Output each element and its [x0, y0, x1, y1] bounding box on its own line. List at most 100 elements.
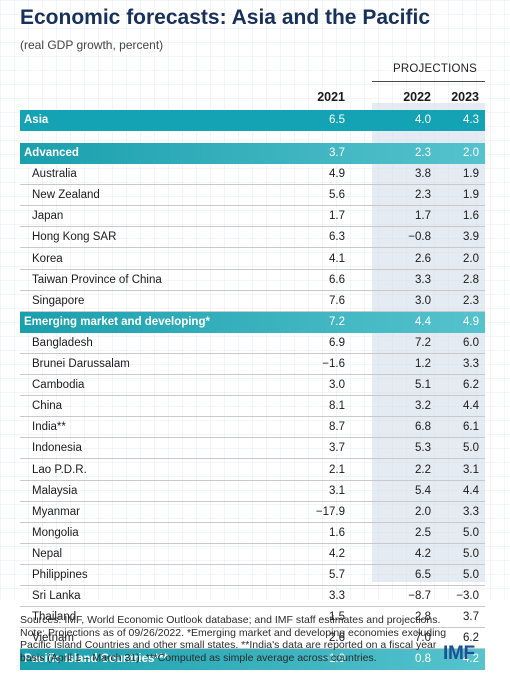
- footnote: Sources: IMF, World Economic Outlook dat…: [20, 614, 450, 664]
- value-2022: 1.7: [415, 210, 431, 223]
- row-label: Nepal: [32, 547, 63, 560]
- value-2022: 3.2: [415, 400, 431, 413]
- value-2023: 2.0: [463, 147, 479, 159]
- value-2022: 0.8: [415, 653, 431, 666]
- table-row-thailand: Thailand 1.5 2.8 3.7: [20, 607, 485, 629]
- table-group-row-pacific-island-countries: Pacific Island Countries*** −1.9 0.8 4.2: [20, 649, 485, 671]
- value-2021: 8.1: [329, 400, 345, 413]
- value-2022: 3.8: [415, 168, 431, 181]
- chart-title: Economic forecasts: Asia and the Pacific: [20, 6, 431, 29]
- value-2022: 2.6: [415, 252, 431, 265]
- row-label: Philippines: [32, 569, 88, 581]
- value-2023: 4.3: [463, 114, 479, 126]
- value-2023: 4.4: [463, 400, 479, 413]
- table-row-india: India** 8.7 6.8 6.1: [20, 417, 485, 439]
- value-2023: 3.3: [463, 358, 479, 370]
- value-2022: 1.2: [415, 358, 431, 370]
- value-2021: 4.9: [329, 168, 345, 181]
- table-group-row-advanced: Advanced 3.7 2.3 2.0: [20, 143, 485, 164]
- value-2022: 7.0: [415, 632, 431, 645]
- row-label: India**: [32, 421, 66, 434]
- table-group-row-emerging-market-and-developing: Emerging market and developing* 7.2 4.4 4.9: [20, 311, 485, 333]
- table-row-lao-p-d-r: Lao P.D.R. 2.1 2.2 3.1: [20, 460, 485, 481]
- row-label: Asia: [24, 114, 49, 126]
- value-2021: 3.1: [329, 484, 345, 497]
- value-2023: 4.9: [463, 315, 479, 328]
- table-row-myanmar: Myanmar −17.9 2.0 3.3: [20, 502, 485, 523]
- value-2021: −1.6: [322, 358, 345, 370]
- value-2023: 5.0: [463, 547, 479, 560]
- value-2022: −0.8: [408, 231, 431, 244]
- value-2022: 6.8: [415, 421, 431, 434]
- value-2023: 4.2: [463, 653, 479, 666]
- row-label: Cambodia: [32, 379, 85, 392]
- row-label: Emerging market and developing*: [24, 315, 210, 328]
- value-2023: 2.3: [463, 294, 479, 307]
- value-2021: 2.6: [329, 632, 345, 645]
- row-label: Indonesia: [32, 442, 82, 455]
- value-2021: 3.0: [329, 379, 345, 392]
- row-label: Vietnam: [32, 632, 74, 645]
- value-2022: −8.7: [408, 590, 431, 603]
- row-label: Malaysia: [32, 484, 78, 497]
- row-label: Pacific Island Countries***: [24, 653, 168, 666]
- value-2021: 6.6: [329, 273, 345, 286]
- table-row-china: China 8.1 3.2 4.4: [20, 396, 485, 418]
- table-row-bangladesh: Bangladesh 6.9 7.2 6.0: [20, 333, 485, 354]
- row-label: Brunei Darussalam: [32, 358, 130, 370]
- value-2021: 3.7: [329, 147, 345, 159]
- value-2023: 3.9: [463, 231, 479, 244]
- table-row-brunei-darussalam: Brunei Darussalam −1.6 1.2 3.3: [20, 354, 485, 375]
- value-2023: 1.9: [463, 168, 479, 181]
- value-2023: 3.7: [463, 611, 479, 624]
- projections-rule: [372, 81, 485, 82]
- row-label: Korea: [32, 252, 63, 265]
- table-row-sri-lanka: Sri Lanka 3.3 −8.7 −3.0: [20, 586, 485, 608]
- value-2021: −17.9: [315, 505, 345, 518]
- chart-subtitle: (real GDP growth, percent): [20, 38, 164, 52]
- value-2022: 2.3: [415, 147, 431, 159]
- value-2022: 2.3: [415, 189, 431, 202]
- table-row-mongolia: Mongolia 1.6 2.5 5.0: [20, 523, 485, 544]
- table-row-nepal: Nepal 4.2 4.2 5.0: [20, 544, 485, 565]
- value-2021: 5.6: [329, 189, 345, 202]
- value-2022: 2.5: [415, 526, 431, 539]
- value-2021: 8.7: [329, 421, 345, 434]
- row-label: Taiwan Province of China: [32, 273, 162, 286]
- value-2021: 1.5: [329, 611, 345, 624]
- column-header-2023: 2023: [451, 90, 479, 104]
- value-2022: 6.5: [415, 569, 431, 581]
- value-2023: 3.3: [463, 505, 479, 518]
- imf-logo: IMF: [443, 643, 475, 664]
- value-2022: 3.0: [415, 294, 431, 307]
- value-2021: 4.1: [329, 252, 345, 265]
- column-header-2022: 2022: [403, 90, 431, 104]
- table-row-korea: Korea 4.1 2.6 2.0: [20, 249, 485, 270]
- value-2021: 3.3: [329, 590, 345, 603]
- value-2021: 2.1: [329, 463, 345, 476]
- value-2023: 2.0: [463, 252, 479, 265]
- value-2021: 1.7: [329, 210, 345, 223]
- value-2023: 3.1: [463, 463, 479, 476]
- row-label: New Zealand: [32, 189, 100, 202]
- value-2023: 5.0: [463, 569, 479, 581]
- value-2022: 4.4: [415, 315, 431, 328]
- table-row-cambodia: Cambodia 3.0 5.1 6.2: [20, 375, 485, 397]
- projections-shading: [372, 103, 485, 582]
- row-label: Hong Kong SAR: [32, 231, 117, 244]
- value-2022: 5.4: [415, 484, 431, 497]
- value-2021: 7.2: [329, 315, 345, 328]
- value-2021: 7.6: [329, 294, 345, 307]
- table-row-hong-kong-sar: Hong Kong SAR 6.3 −0.8 3.9: [20, 227, 485, 249]
- value-2021: 6.9: [329, 336, 345, 349]
- value-2023: −3.0: [456, 590, 479, 603]
- footnote-sources: Sources: IMF, World Economic Outlook dat…: [20, 614, 441, 626]
- value-2023: 5.0: [463, 442, 479, 455]
- value-2023: 4.4: [463, 484, 479, 497]
- value-2022: 4.2: [415, 547, 431, 560]
- value-2023: 1.9: [463, 189, 479, 202]
- value-2021: 3.7: [329, 442, 345, 455]
- value-2023: 5.0: [463, 526, 479, 539]
- value-2021: 1.6: [329, 526, 345, 539]
- table-row-new-zealand: New Zealand 5.6 2.3 1.9: [20, 185, 485, 207]
